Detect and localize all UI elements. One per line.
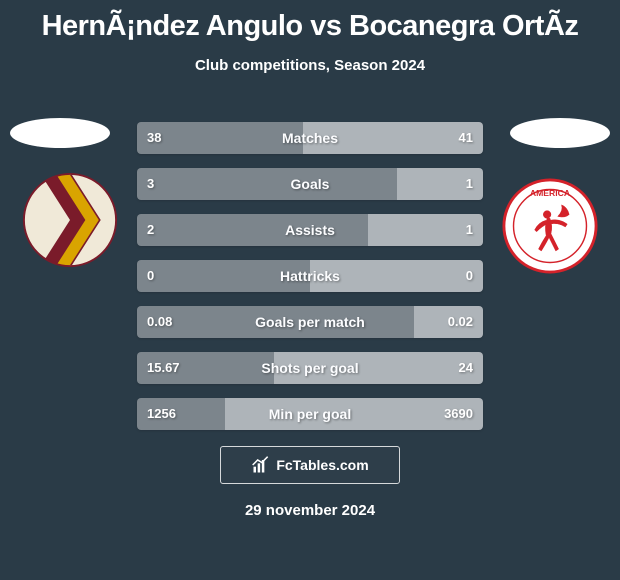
bar-left [137, 214, 368, 246]
stat-value-right: 41 [459, 122, 473, 154]
bar-right [274, 352, 483, 384]
bar-right [303, 122, 483, 154]
stat-value-left: 2 [147, 214, 154, 246]
bar-right [310, 260, 483, 292]
stat-value-right: 1 [466, 168, 473, 200]
bar-left [137, 260, 310, 292]
stat-row: 0.08Goals per match0.02 [137, 306, 483, 338]
stat-value-left: 3 [147, 168, 154, 200]
stat-rows: 38Matches41 3Goals1 2Assists1 0Hattricks0 0.… [137, 122, 483, 444]
branding-text: FcTables.com [276, 457, 368, 473]
club-badge-right: AMERICA [502, 178, 598, 274]
bar-left [137, 306, 414, 338]
player-right-ellipse [510, 118, 610, 148]
bar-left [137, 168, 397, 200]
club-badge-left [22, 172, 118, 268]
stat-row: 2Assists1 [137, 214, 483, 246]
svg-text:AMERICA: AMERICA [530, 188, 570, 198]
stat-row: 1256Min per goal3690 [137, 398, 483, 430]
chart-icon [251, 455, 271, 475]
stat-value-right: 0.02 [448, 306, 473, 338]
stat-value-left: 15.67 [147, 352, 180, 384]
stat-value-left: 0.08 [147, 306, 172, 338]
stat-row: 15.67Shots per goal24 [137, 352, 483, 384]
stat-value-right: 3690 [444, 398, 473, 430]
stat-value-right: 1 [466, 214, 473, 246]
branding-box[interactable]: FcTables.com [220, 446, 400, 484]
bar-left [137, 122, 303, 154]
stat-row: 38Matches41 [137, 122, 483, 154]
stat-value-right: 0 [466, 260, 473, 292]
stat-value-right: 24 [459, 352, 473, 384]
stat-value-left: 1256 [147, 398, 176, 430]
player-left-ellipse [10, 118, 110, 148]
stat-value-left: 38 [147, 122, 161, 154]
stat-row: 3Goals1 [137, 168, 483, 200]
stat-row: 0Hattricks0 [137, 260, 483, 292]
stat-value-left: 0 [147, 260, 154, 292]
subtitle: Club competitions, Season 2024 [0, 57, 620, 74]
footer-date: 29 november 2024 [0, 502, 620, 519]
page-title: HernÃ¡ndez Angulo vs Bocanegra OrtÃ­z [0, 0, 620, 43]
